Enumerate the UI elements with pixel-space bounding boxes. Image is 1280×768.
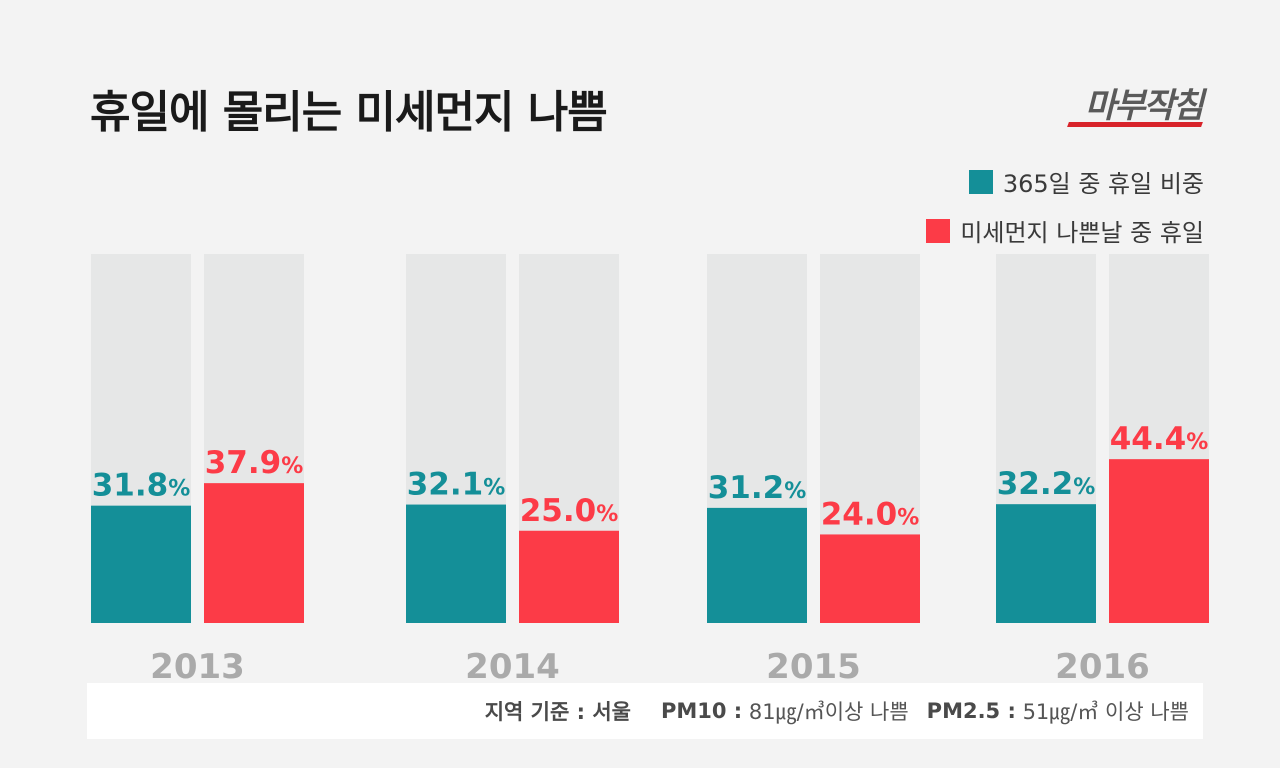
footnote-pm25-value: 51㎍/㎥ 이상 나쁨: [1022, 700, 1189, 724]
data-label: 25.0%: [520, 493, 619, 529]
footnote-pm10-value: 81㎍/㎥이상 나쁨: [748, 700, 909, 724]
legend-label: 365일 중 휴일 비중: [1002, 170, 1204, 198]
bar: [1109, 459, 1209, 623]
footnote-pm10-label: PM10 :: [660, 699, 743, 723]
bar: [519, 530, 619, 623]
bar: [406, 504, 506, 623]
legend-item-bad-air-holiday: 미세먼지 나쁜날 중 휴일: [926, 213, 1204, 248]
bar: [204, 483, 304, 623]
x-tick-label: 2015: [766, 647, 861, 687]
x-tick-label: 2013: [150, 647, 245, 687]
data-label: 32.1%: [407, 467, 506, 503]
legend: 365일 중 휴일 비중 미세먼지 나쁜날 중 휴일: [926, 164, 1204, 248]
legend-label: 미세먼지 나쁜날 중 휴일: [960, 219, 1204, 247]
data-label: 32.2%: [997, 466, 1096, 502]
bar: [996, 504, 1096, 623]
footnote-bar: 지역 기준 : 서울 PM10 : 81㎍/㎥이상 나쁨 PM2.5 : 51㎍…: [87, 683, 1203, 739]
data-label: 37.9%: [205, 445, 304, 481]
chart-title: 휴일에 몰리는 미세먼지 나쁨: [90, 87, 608, 138]
brand-logo: 마부작침: [1084, 86, 1204, 126]
legend-item-holiday-share: 365일 중 휴일 비중: [968, 164, 1204, 199]
bar-chart: 31.8% 37.9% 2013 32.1% 25.0% 2014 31.2% 24.0% 20…: [91, 254, 1209, 687]
legend-swatch-teal: [968, 169, 993, 194]
data-label: 31.8%: [92, 468, 191, 504]
data-label: 24.0%: [821, 496, 920, 532]
bar: [820, 534, 920, 623]
data-label: 44.4%: [1110, 421, 1209, 457]
x-tick-label: 2016: [1055, 647, 1150, 687]
footnote-region: 지역 기준 : 서울: [484, 700, 631, 724]
footnote-pm25-label: PM2.5 :: [926, 699, 1016, 723]
data-label: 31.2%: [708, 470, 807, 506]
legend-swatch-red: [926, 218, 951, 243]
bar: [707, 507, 807, 623]
bar: [91, 505, 191, 623]
x-tick-label: 2014: [465, 647, 560, 687]
